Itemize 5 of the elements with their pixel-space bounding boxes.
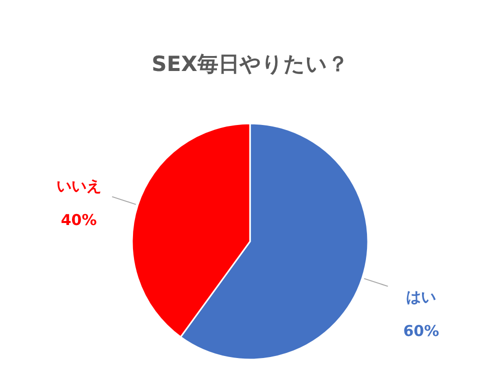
chart-title: SEX毎日やりたい？	[152, 52, 348, 76]
data-label: 60%	[403, 322, 440, 340]
slice-label: いいえ	[56, 176, 102, 195]
data-label: 40%	[60, 210, 97, 229]
slice-label: はい	[406, 288, 436, 306]
